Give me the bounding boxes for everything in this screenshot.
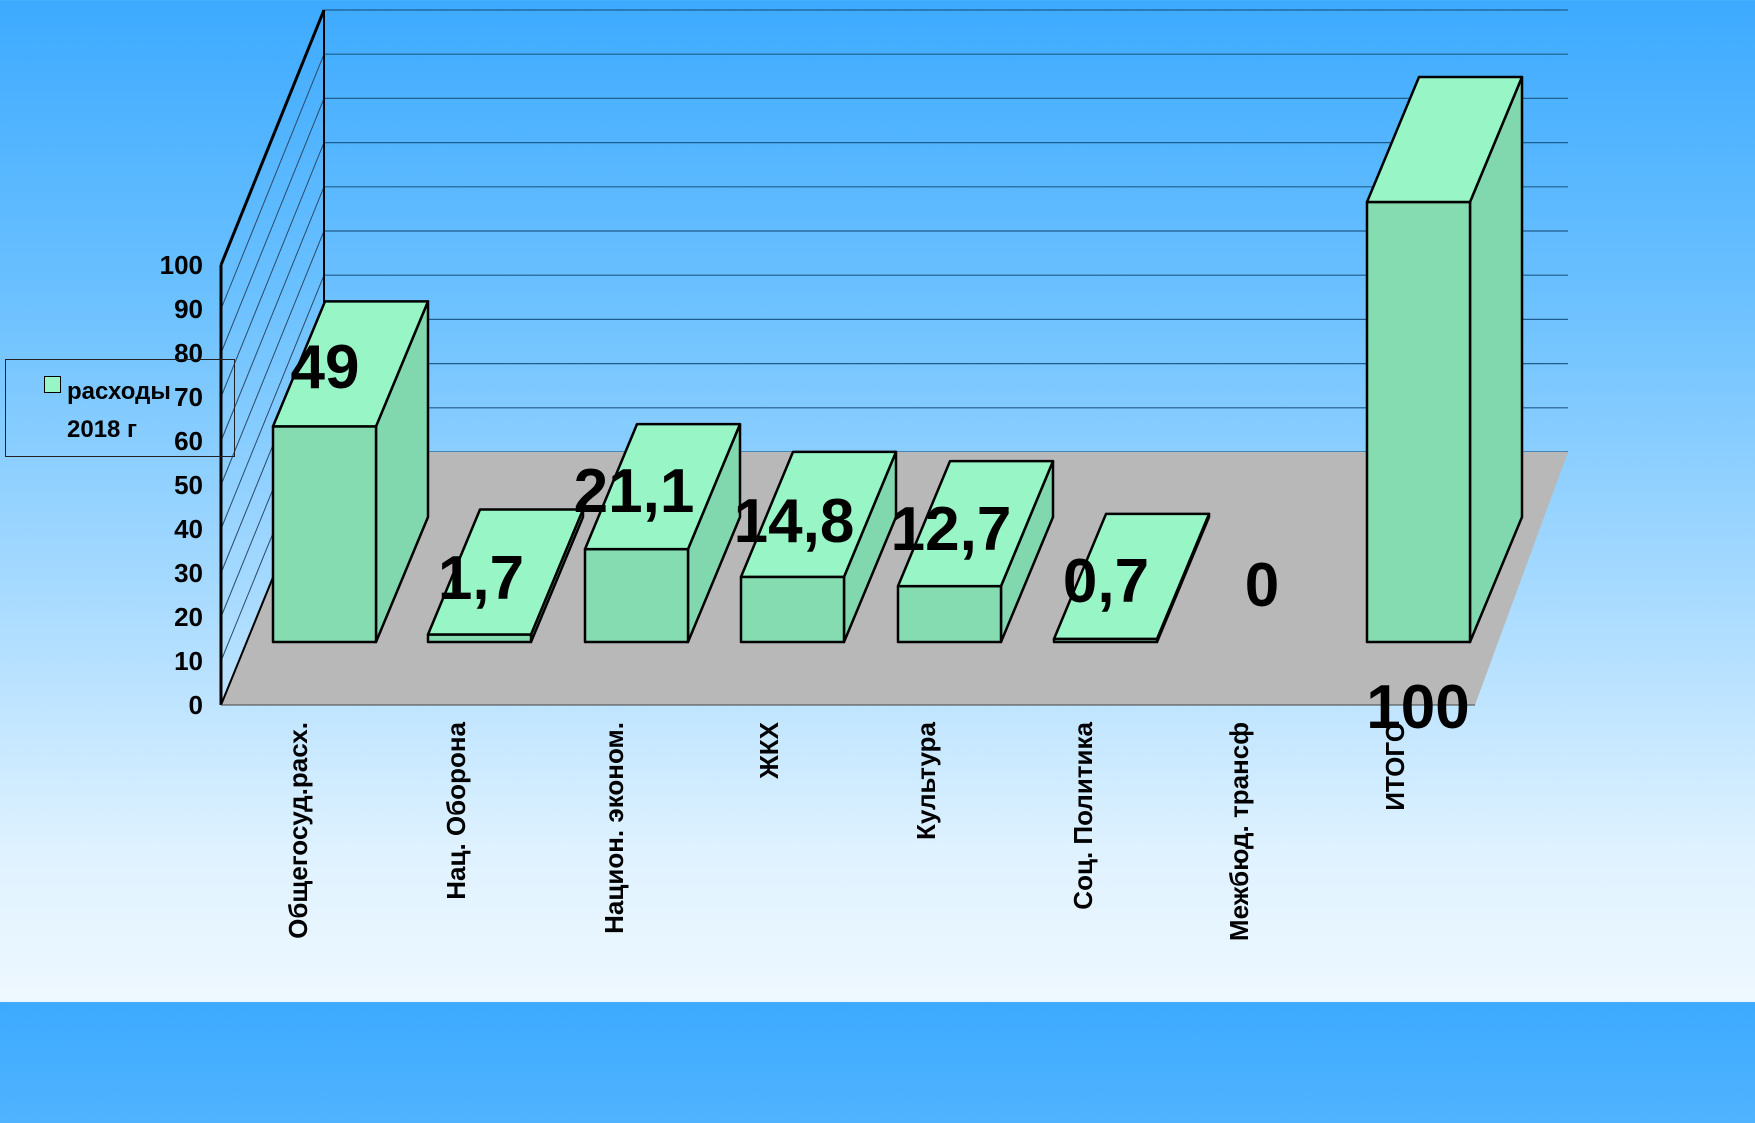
bar-front: [1365, 200, 1472, 644]
side-gridline-4: [220, 275, 325, 530]
bar-top: [583, 422, 742, 551]
bar-front: [583, 547, 690, 644]
legend-text: расходы 2018 г: [67, 373, 237, 449]
y-tick-label: 60: [174, 426, 203, 456]
data-labels: 49 1,7 21,1 14,8 12,7 0,7 0 100: [291, 333, 1470, 742]
data-label: 12,7: [891, 495, 1012, 564]
bar: [1052, 512, 1211, 644]
category-label: Общегосуд.расх.: [283, 722, 313, 939]
legend-line-2: 2018 г: [67, 416, 138, 443]
side-gridline-9: [220, 54, 325, 310]
category-label: Межбюд. трансф: [1224, 722, 1254, 941]
category-label: ЖКХ: [754, 721, 784, 779]
y-tick-label: 10: [174, 646, 203, 676]
category-label: Нац. Оборона: [441, 721, 471, 899]
side-gridline-7: [220, 142, 325, 398]
data-label: 0,7: [1063, 547, 1149, 616]
data-label: 49: [291, 333, 360, 402]
category-labels: Общегосуд.расх. Нац. Оборона Национ. эконо…: [283, 721, 1410, 941]
y-tick-label: 50: [174, 470, 203, 500]
side-gridline-5: [220, 230, 325, 486]
legend-line-1: расходы: [67, 378, 171, 405]
category-label: Национ. эконом.: [599, 722, 629, 934]
bar: [896, 459, 1055, 644]
bar-top: [271, 300, 430, 428]
y-tick-label: 20: [174, 602, 203, 632]
bar-top: [426, 508, 585, 636]
y-tick-label: 0: [189, 690, 203, 720]
bar: [1365, 75, 1524, 644]
y-axis-tick-labels: 0 10 20 30 40 50 60 70 80 90 100: [160, 250, 203, 720]
bar-top: [739, 450, 898, 579]
chart: 0 10 20 30 40 50 60 70 80 90 100 Общегосуд.расх. На…: [160, 9, 1568, 941]
legend: расходы 2018 г: [5, 359, 235, 457]
bar: [739, 450, 898, 644]
data-label: 100: [1366, 673, 1469, 742]
data-label: 1,7: [438, 544, 524, 613]
bar-front: [739, 575, 846, 644]
y-tick-label: 70: [174, 382, 203, 412]
bar-top: [1052, 512, 1211, 641]
y-tick-label: 40: [174, 514, 203, 544]
data-label: 0: [1245, 551, 1279, 620]
bar: [583, 422, 742, 644]
bar-top: [1365, 75, 1524, 204]
bars: [271, 75, 1524, 644]
y-tick-label: 100: [160, 250, 203, 280]
category-label: Культура: [911, 721, 941, 840]
data-label: 14,8: [734, 487, 855, 556]
bar-top: [896, 459, 1055, 588]
bar-front: [271, 425, 378, 644]
data-label: 21,1: [574, 457, 695, 526]
y-tick-label: 90: [174, 294, 203, 324]
side-gridline-8: [220, 98, 325, 354]
bar: [271, 300, 430, 644]
category-label: ИТОГО: [1380, 722, 1410, 811]
back-wall-gridlines: [324, 9, 1568, 453]
y-tick-label: 30: [174, 558, 203, 588]
y-tick-label: 80: [174, 338, 203, 368]
bar-front: [896, 584, 1003, 644]
side-gridline-6: [220, 186, 325, 442]
y-axis-top-edge: [219, 9, 326, 266]
legend-swatch: [44, 376, 61, 393]
bar: [426, 508, 585, 644]
category-label: Соц. Политика: [1068, 721, 1098, 909]
